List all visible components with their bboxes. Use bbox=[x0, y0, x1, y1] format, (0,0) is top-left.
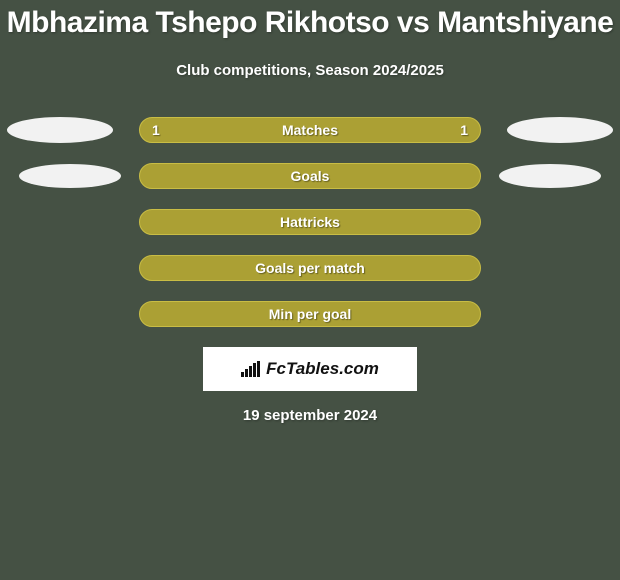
brand-link[interactable]: FcTables.com bbox=[203, 347, 417, 391]
left-value-ellipse bbox=[7, 117, 113, 143]
subtitle: Club competitions, Season 2024/2025 bbox=[176, 62, 444, 79]
stat-bar: Min per goal bbox=[139, 301, 481, 327]
brand-name: FcTables.com bbox=[266, 359, 379, 379]
right-value-ellipse bbox=[499, 164, 601, 188]
stat-row-min-per-goal: Min per goal bbox=[0, 301, 620, 327]
stat-bar: Hattricks bbox=[139, 209, 481, 235]
left-value-ellipse bbox=[19, 164, 121, 188]
stat-bar: 1 Matches 1 bbox=[139, 117, 481, 143]
bar-chart-icon bbox=[241, 361, 260, 377]
stat-label: Matches bbox=[282, 122, 338, 138]
stat-label: Goals bbox=[291, 168, 330, 184]
stat-label: Goals per match bbox=[255, 260, 365, 276]
right-value-ellipse bbox=[507, 117, 613, 143]
stat-label: Min per goal bbox=[269, 306, 351, 322]
stat-row-goals: Goals bbox=[0, 163, 620, 189]
stat-bar: Goals bbox=[139, 163, 481, 189]
stat-right-value: 1 bbox=[460, 122, 468, 138]
stat-row-hattricks: Hattricks bbox=[0, 209, 620, 235]
page-title: Mbhazima Tshepo Rikhotso vs Mantshiyane bbox=[7, 6, 614, 40]
stat-left-value: 1 bbox=[152, 122, 160, 138]
stat-row-matches: 1 Matches 1 bbox=[0, 117, 620, 143]
stat-row-goals-per-match: Goals per match bbox=[0, 255, 620, 281]
stat-bar: Goals per match bbox=[139, 255, 481, 281]
stat-label: Hattricks bbox=[280, 214, 340, 230]
comparison-widget: Mbhazima Tshepo Rikhotso vs Mantshiyane … bbox=[0, 0, 620, 424]
stat-rows: 1 Matches 1 Goals Hattricks bbox=[0, 117, 620, 327]
snapshot-date: 19 september 2024 bbox=[243, 407, 377, 424]
